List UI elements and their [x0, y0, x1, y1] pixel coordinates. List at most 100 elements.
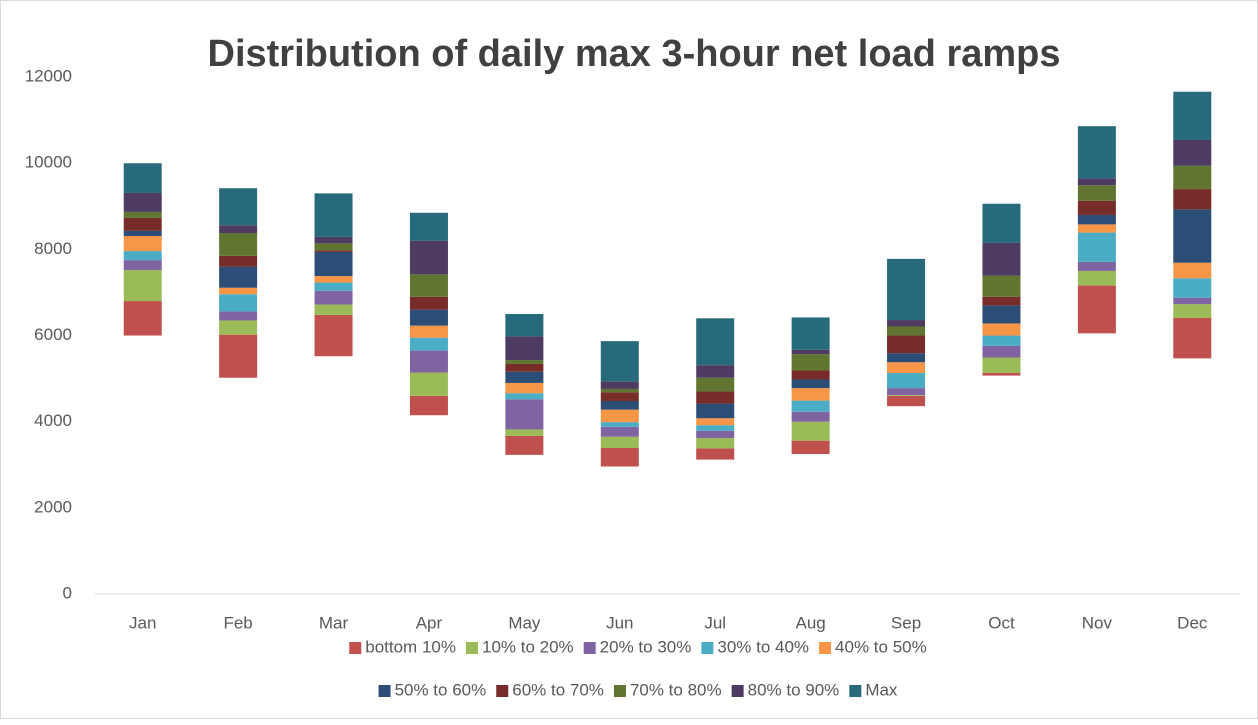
bar-segment [219, 320, 258, 335]
bar-segment [219, 294, 258, 312]
bar-segment [1173, 189, 1212, 210]
bar-segment [123, 211, 162, 218]
bar-segment [123, 217, 162, 231]
bar-segment [409, 309, 448, 326]
bar-segment [314, 193, 353, 237]
bar-segment [600, 392, 639, 402]
bar-segment [505, 360, 544, 364]
legend-label: bottom 10% [365, 637, 456, 656]
x-tick-label: Jun [606, 613, 633, 632]
bar-segment [1077, 261, 1116, 271]
bar-segment [600, 436, 639, 448]
bar-segment [982, 242, 1021, 276]
y-tick-label: 0 [63, 583, 72, 602]
bar-segment [505, 393, 544, 400]
bar-segment [696, 365, 735, 378]
bar-segment [1173, 209, 1212, 263]
bar-segment [219, 287, 258, 295]
bar-segment [982, 373, 1021, 376]
bar-segment [887, 362, 926, 374]
legend-swatch [496, 685, 509, 697]
bar-segment [123, 230, 162, 237]
bar-segment [409, 372, 448, 396]
bar-segment [1173, 304, 1212, 318]
bar-segment [1173, 165, 1212, 190]
bar-segment [314, 251, 353, 277]
legend-swatch [378, 685, 391, 697]
bar-segment [982, 203, 1021, 243]
bar-segment [791, 370, 830, 380]
bar-segment [600, 388, 639, 393]
bar-segment [219, 188, 258, 226]
bar-segment [696, 403, 735, 419]
bar-segment [1173, 139, 1212, 166]
y-tick-label: 6000 [34, 325, 72, 344]
bar-segment [1173, 262, 1212, 279]
bar-segment [887, 320, 926, 327]
bar-segment [314, 236, 353, 244]
bar-segment [887, 394, 926, 396]
bar-segment [1173, 91, 1212, 140]
bar-segment [791, 317, 830, 350]
legend-label: 70% to 80% [630, 680, 722, 699]
legend-label: 60% to 70% [512, 680, 604, 699]
x-tick-label: Apr [416, 613, 443, 632]
bar-segment [409, 296, 448, 310]
bar-segment [1173, 278, 1212, 298]
bar-segment [887, 258, 926, 321]
bar-segment [219, 255, 258, 267]
x-tick-label: Aug [796, 613, 826, 632]
legend-label: 80% to 90% [748, 680, 840, 699]
bar-segment [982, 275, 1021, 297]
bar-segment [1077, 285, 1116, 334]
legend-label: 20% to 30% [600, 637, 692, 656]
bar-segment [696, 425, 735, 431]
bar-segment [600, 409, 639, 423]
bar-segment [505, 314, 544, 337]
bar-segment [314, 304, 353, 315]
legend-label: 30% to 40% [717, 637, 809, 656]
bar-segment [1077, 185, 1116, 201]
bar-segment [982, 323, 1021, 336]
bar-segment [314, 290, 353, 305]
legend-swatch [819, 642, 832, 654]
bar-segment [1077, 126, 1116, 179]
bar-segment [791, 440, 830, 454]
bar-segment [409, 212, 448, 241]
legend-swatch [731, 685, 744, 697]
bar-segment [696, 438, 735, 449]
bar-segment [982, 357, 1021, 374]
bar-segment [887, 326, 926, 336]
bar-segment [1077, 214, 1116, 225]
bar-segment [505, 382, 544, 394]
legend-swatch [613, 685, 626, 697]
bar-segment [791, 354, 830, 371]
bar-segment [887, 353, 926, 363]
bar-segment [505, 429, 544, 436]
bar-segment [219, 233, 258, 256]
y-tick-label: 2000 [34, 497, 72, 516]
x-tick-label: Jul [704, 613, 726, 632]
legend-label: 50% to 60% [395, 680, 487, 699]
legend-swatch [583, 642, 596, 654]
bar-segment [887, 388, 926, 395]
bar-segment [219, 266, 258, 288]
bar-segment [600, 422, 639, 427]
legend-swatch [849, 685, 862, 697]
bar-segment [791, 349, 830, 355]
bar-segment [123, 236, 162, 252]
bar-segment [696, 391, 735, 404]
bar-segment [123, 192, 162, 212]
bar-segment [982, 305, 1021, 324]
legend-label: 10% to 20% [482, 637, 574, 656]
x-tick-label: Jan [129, 613, 156, 632]
bar-segment [314, 276, 353, 283]
bar-segment [600, 381, 639, 389]
bar-segment [409, 395, 448, 416]
legend-label: Max [865, 680, 898, 699]
x-tick-label: Feb [223, 613, 252, 632]
bar-segment [600, 341, 639, 382]
bar-segment [1077, 224, 1116, 233]
bar-segment [791, 379, 830, 389]
